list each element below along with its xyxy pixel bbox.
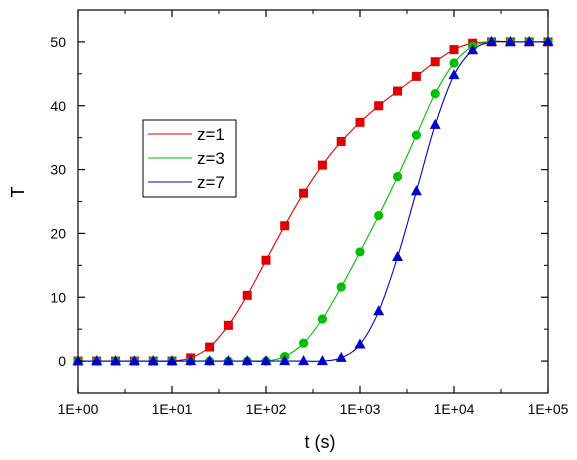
data-point-square <box>223 320 233 330</box>
series-line <box>78 41 548 362</box>
data-point-circle <box>355 247 365 257</box>
y-tick-label: 40 <box>50 98 66 114</box>
data-point-circle <box>336 282 346 292</box>
data-point-triangle <box>222 355 234 366</box>
data-point-square <box>317 160 327 170</box>
data-point-triangle <box>72 355 84 366</box>
data-point-circle <box>449 58 459 68</box>
data-point-triangle <box>110 355 122 366</box>
data-point-triangle <box>91 355 103 366</box>
data-point-square <box>411 71 421 81</box>
data-point-square <box>336 136 346 146</box>
x-tick-label: 1E+01 <box>152 401 193 417</box>
data-point-square <box>280 221 290 231</box>
data-point-triangle <box>392 251 404 262</box>
data-point-square <box>393 86 403 96</box>
data-point-triangle <box>279 355 291 366</box>
data-point-triangle <box>241 355 253 366</box>
data-point-square <box>355 117 365 127</box>
x-tick-label: 1E+00 <box>58 401 99 417</box>
data-point-circle <box>298 338 309 348</box>
series-3 <box>72 35 554 366</box>
data-point-triangle <box>316 355 328 366</box>
data-point-triangle <box>448 69 460 80</box>
data-point-square <box>242 290 252 300</box>
data-point-triangle <box>298 355 310 366</box>
data-point-triangle <box>410 185 422 196</box>
series-2 <box>73 37 553 366</box>
data-point-triangle <box>467 44 479 55</box>
data-point-circle <box>430 89 440 99</box>
y-axis-label: T <box>8 187 28 198</box>
data-point-triangle <box>429 118 441 129</box>
data-point-square <box>449 45 459 55</box>
data-point-circle <box>374 210 384 221</box>
data-point-square <box>430 57 440 67</box>
y-tick-label: 0 <box>58 353 66 369</box>
data-point-square <box>374 101 384 111</box>
data-point-triangle <box>486 35 498 46</box>
data-point-triangle <box>204 355 216 366</box>
x-tick-label: 1E+04 <box>434 401 475 417</box>
data-point-triangle <box>335 351 347 362</box>
data-point-triangle <box>166 355 178 366</box>
data-point-circle <box>411 130 421 140</box>
data-point-square <box>261 255 271 265</box>
data-point-triangle <box>542 35 554 46</box>
x-tick-label: 1E+03 <box>340 401 381 417</box>
plot-area-frame <box>77 9 549 394</box>
legend: z=1 z=3 z=7 <box>142 119 237 198</box>
x-tick-label: 1E+05 <box>528 401 569 417</box>
data-point-triangle <box>128 355 140 366</box>
x-axis-label: t (s) <box>305 432 336 452</box>
data-point-triangle <box>504 35 516 46</box>
y-tick-label: 50 <box>50 34 66 50</box>
data-point-square <box>299 188 309 198</box>
y-tick-label: 20 <box>50 225 66 241</box>
series-1 <box>73 37 553 366</box>
data-point-square <box>205 342 215 352</box>
x-tick-label: 1E+02 <box>246 401 287 417</box>
legend-label: z=1 <box>197 125 225 144</box>
data-point-triangle <box>185 355 197 366</box>
legend-label: z=7 <box>197 173 225 192</box>
plot-frame <box>77 9 549 394</box>
y-tick-label: 30 <box>50 162 66 178</box>
data-point-triangle <box>147 355 159 366</box>
data-point-triangle <box>373 305 385 316</box>
data-point-triangle <box>260 355 272 366</box>
data-point-triangle <box>354 338 366 349</box>
series-group <box>72 35 554 366</box>
data-point-triangle <box>523 35 535 46</box>
legend-label: z=3 <box>197 149 225 168</box>
data-point-circle <box>392 172 403 182</box>
series-line <box>78 41 548 362</box>
series-line <box>78 40 548 362</box>
y-tick-label: 10 <box>50 289 66 305</box>
ticks-group: 1E+00 1E+01 1E+02 1E+03 1E+04 1E+05 0 10 20 30 40 5… <box>50 10 569 417</box>
data-point-circle <box>317 314 327 324</box>
